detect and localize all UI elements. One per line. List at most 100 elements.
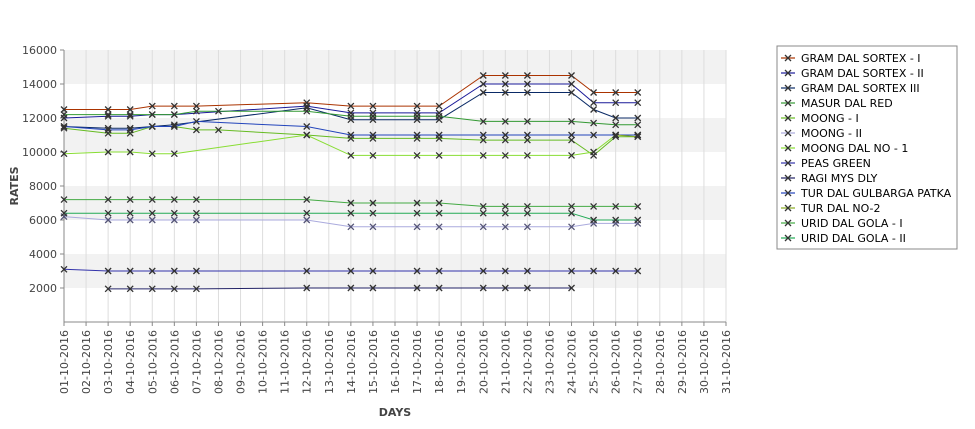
data-point-marker xyxy=(523,117,531,125)
data-point-marker xyxy=(192,209,200,217)
data-point-marker xyxy=(303,107,311,115)
data-point-marker xyxy=(590,89,598,96)
data-point-marker xyxy=(568,151,575,159)
data-point-marker xyxy=(612,121,620,129)
data-point-marker xyxy=(523,89,531,96)
legend-label: MASUR DAL RED xyxy=(801,97,893,110)
data-point-marker xyxy=(435,131,443,139)
y-tick-label: 4000 xyxy=(29,248,57,261)
data-point-marker xyxy=(413,151,421,159)
data-point-marker xyxy=(501,284,509,292)
x-tick-label: 25-10-2016 xyxy=(588,330,601,394)
x-tick-label: 22-10-2016 xyxy=(521,330,534,394)
data-point-marker xyxy=(303,131,311,139)
data-point-marker xyxy=(303,196,311,204)
data-point-marker xyxy=(347,151,355,159)
data-point-marker xyxy=(568,202,575,210)
data-point-marker xyxy=(215,107,222,115)
data-point-marker xyxy=(347,112,355,120)
data-point-marker xyxy=(634,114,642,122)
data-point-marker xyxy=(60,265,68,273)
data-point-marker xyxy=(634,131,642,139)
data-point-marker xyxy=(148,111,156,119)
x-tick-label: 13-10-2016 xyxy=(323,330,336,394)
data-point-marker xyxy=(170,285,178,293)
data-point-marker xyxy=(413,284,421,292)
data-point-marker xyxy=(170,196,178,204)
data-point-marker xyxy=(170,267,178,275)
data-point-marker xyxy=(568,267,575,275)
data-point-marker xyxy=(303,267,311,275)
data-point-marker xyxy=(60,106,68,113)
data-point-marker xyxy=(192,117,200,125)
legend-label: GRAM DAL SORTEX - I xyxy=(801,52,921,65)
data-point-marker xyxy=(413,112,421,120)
x-axis-title: DAYS xyxy=(379,406,412,419)
data-point-marker xyxy=(784,99,792,107)
data-point-marker xyxy=(568,117,575,125)
data-point-marker xyxy=(126,126,134,134)
x-tick-label: 29-10-2016 xyxy=(676,330,689,394)
data-point-marker xyxy=(784,189,792,197)
data-point-marker xyxy=(435,284,443,292)
y-tick-label: 2000 xyxy=(29,282,57,295)
x-tick-label: 31-10-2016 xyxy=(720,330,733,394)
data-point-marker xyxy=(479,117,487,125)
series-line xyxy=(64,212,638,221)
x-tick-label: 07-10-2016 xyxy=(190,330,203,394)
data-point-marker xyxy=(192,285,200,293)
data-point-marker xyxy=(148,123,156,130)
x-tick-label: 23-10-2016 xyxy=(543,330,556,394)
x-tick-label: 19-10-2016 xyxy=(455,330,468,394)
y-tick-label: 14000 xyxy=(22,78,57,91)
data-point-marker xyxy=(148,216,156,224)
x-tick-label: 20-10-2016 xyxy=(477,330,490,394)
data-point-marker xyxy=(784,84,792,92)
data-point-marker xyxy=(60,150,68,158)
x-tick-label: 15-10-2016 xyxy=(367,330,380,394)
data-point-marker xyxy=(479,80,487,88)
data-point-marker xyxy=(148,102,156,110)
data-point-marker xyxy=(501,80,509,88)
data-point-marker xyxy=(126,148,134,156)
data-point-marker xyxy=(347,102,355,110)
x-tick-label: 08-10-2016 xyxy=(212,330,225,394)
x-tick-label: 11-10-2016 xyxy=(279,330,292,394)
data-point-marker xyxy=(104,209,112,217)
data-point-marker xyxy=(435,151,443,159)
data-point-marker xyxy=(590,148,598,156)
data-point-marker xyxy=(435,102,443,110)
data-point-marker xyxy=(192,107,200,115)
data-point-marker xyxy=(590,267,598,275)
data-point-marker xyxy=(479,223,487,231)
data-point-marker xyxy=(784,204,792,212)
data-point-marker xyxy=(590,106,598,113)
data-point-marker xyxy=(479,136,487,144)
data-point-marker xyxy=(126,196,134,204)
data-point-marker xyxy=(784,144,792,152)
data-point-marker xyxy=(170,121,178,129)
data-point-marker xyxy=(104,111,112,119)
data-point-marker xyxy=(568,89,575,96)
data-point-marker xyxy=(479,131,487,139)
data-point-marker xyxy=(612,216,620,224)
data-point-marker xyxy=(568,209,575,217)
data-point-marker xyxy=(170,123,178,130)
data-point-marker xyxy=(104,112,112,120)
data-point-marker xyxy=(612,89,620,96)
legend-label: URID DAL GOLA - I xyxy=(801,217,903,230)
data-point-marker xyxy=(590,202,598,210)
legend-label: TUR DAL GULBARGA PATKA xyxy=(800,187,952,200)
data-point-marker xyxy=(369,284,377,292)
y-tick-label: 6000 xyxy=(29,214,57,227)
y-tick-label: 12000 xyxy=(22,112,57,125)
data-point-marker xyxy=(369,151,377,159)
data-point-marker xyxy=(634,267,642,275)
data-point-marker xyxy=(479,89,487,96)
data-point-marker xyxy=(170,216,178,224)
data-point-marker xyxy=(347,267,355,275)
x-tick-label: 14-10-2016 xyxy=(345,330,358,394)
data-point-marker xyxy=(413,102,421,110)
chart-legend: GRAM DAL SORTEX - I GRAM DAL SORTEX - II G… xyxy=(776,45,958,250)
data-point-marker xyxy=(523,209,531,217)
